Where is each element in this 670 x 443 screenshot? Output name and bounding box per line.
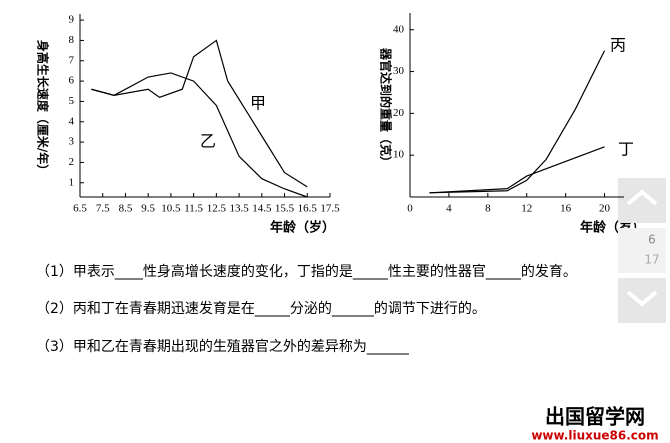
x-tick-label: 8: [485, 203, 491, 215]
y-tick-label: 8: [69, 34, 75, 46]
nav-up[interactable]: [618, 178, 666, 223]
x-tick-label: 10.5: [161, 203, 181, 215]
y-tick-label: 30: [393, 65, 405, 77]
y-tick-label: 3: [69, 136, 75, 148]
x-tick-label: 7.5: [96, 203, 110, 215]
x-tick-label: 13.5: [229, 203, 249, 215]
x-tick-label: 9.5: [141, 203, 155, 215]
y-tick-label: 40: [393, 23, 405, 35]
x-tick-label: 16: [560, 203, 572, 215]
watermark-title: 出国留学网: [545, 405, 645, 429]
series-line: [429, 146, 605, 194]
page-nav: 6 17: [618, 178, 666, 323]
y-axis-title: 器官达到的重量（克）: [379, 47, 394, 168]
question: （2）丙和丁在青春期迅速发育是在_____分泌的______的调节下进行的。: [36, 301, 486, 317]
y-tick-label: 7: [69, 54, 75, 66]
series-label: 丙: [610, 36, 626, 55]
x-tick-label: 15.5: [275, 203, 295, 215]
y-axis-title: 身高生长速度（厘米/年）: [36, 40, 51, 176]
up-arrow: [626, 189, 658, 206]
x-tick-label: 16.5: [298, 203, 318, 215]
nav-down[interactable]: [618, 278, 666, 323]
x-tick-label: 12: [521, 203, 532, 215]
series-label: 乙: [200, 132, 216, 151]
y-tick-label: 5: [69, 95, 75, 107]
next-page-number: 17: [644, 253, 659, 267]
page-box: [618, 228, 666, 273]
x-tick-label: 8.5: [119, 203, 133, 215]
y-tick-label: 2: [69, 156, 75, 168]
y-tick-label: 1: [69, 176, 75, 188]
watermark-url: www.liuxue86.com: [531, 429, 658, 443]
x-tick-label: 17.5: [320, 203, 340, 215]
x-tick-label: 0: [407, 203, 413, 215]
page-number: 6: [648, 233, 656, 247]
x-tick-label: 11.5: [184, 203, 203, 215]
y-tick-label: 6: [69, 75, 75, 87]
x-tick-label: 6.5: [73, 203, 87, 215]
x-tick-label: 14.5: [252, 203, 272, 215]
question: （1）甲表示____性身高增长速度的变化，丁指的是_____性主要的性器官___…: [36, 263, 577, 280]
x-tick-label: 4: [446, 203, 452, 215]
series-label: 甲: [250, 94, 266, 113]
y-tick-label: 4: [69, 115, 75, 127]
x-tick-label: 20: [599, 203, 611, 215]
series-line: [429, 50, 606, 194]
x-axis-title: 年龄（岁）: [270, 220, 335, 236]
y-tick-label: 10: [393, 149, 405, 161]
y-tick-label: 9: [69, 14, 75, 26]
series-line: [91, 72, 308, 198]
down-arrow: [626, 290, 658, 307]
question: （3）甲和乙在青春期出现的生殖器官之外的差异称为______: [36, 338, 410, 355]
series-label: 丁: [618, 140, 634, 159]
x-tick-label: 12.5: [207, 203, 227, 215]
series-line: [91, 39, 308, 188]
y-tick-label: 20: [393, 107, 405, 119]
